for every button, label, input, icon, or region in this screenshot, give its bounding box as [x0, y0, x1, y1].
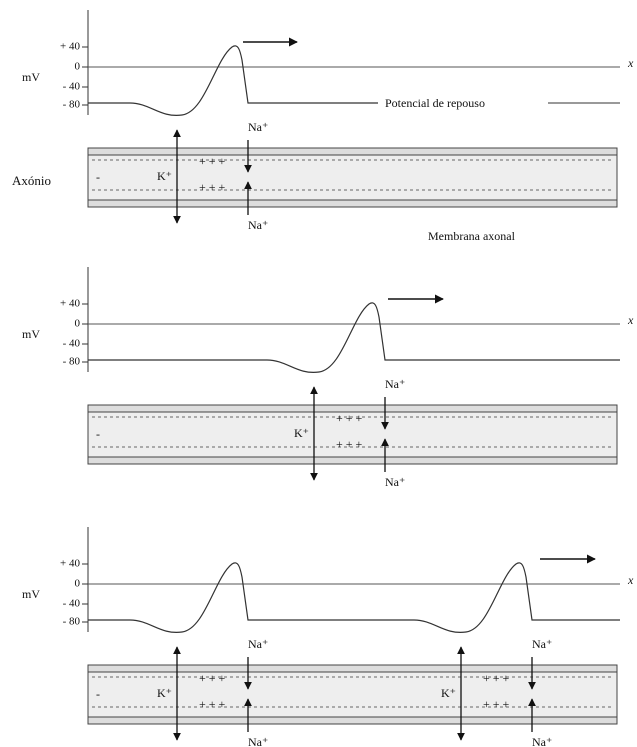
tick-label: 0 [75, 578, 81, 590]
membrane-bottom [87, 199, 618, 208]
charges: + + + [483, 697, 510, 711]
tick-label: + 40 [60, 558, 80, 570]
charges: + + + [199, 154, 226, 168]
membrane-top [87, 404, 618, 413]
membrane-top [87, 147, 618, 156]
tick-label: + 40 [60, 298, 80, 310]
na-label: Na⁺ [385, 377, 405, 391]
y-label: mV [22, 327, 40, 341]
axon [87, 404, 618, 465]
y-label: mV [22, 587, 40, 601]
na-label: Na⁺ [248, 735, 268, 747]
x-label: x [627, 573, 634, 587]
charges: + + + [199, 180, 226, 194]
charges: + + + [483, 671, 510, 685]
minus: - [96, 427, 100, 441]
k-label: K⁺ [294, 426, 309, 440]
tick-label: - 40 [63, 338, 81, 350]
axon-label: Axónio [12, 173, 51, 188]
charges: + + + [199, 671, 226, 685]
x-label: x [627, 313, 634, 327]
resting-label: Potencial de repouso [385, 96, 485, 110]
na-label: Na⁺ [248, 218, 268, 232]
tick-label: + 40 [60, 41, 80, 53]
y-label: mV [22, 70, 40, 84]
tick-label: - 40 [63, 81, 81, 93]
tick-label: 0 [75, 318, 81, 330]
tick-label: - 40 [63, 598, 81, 610]
k-label: K⁺ [441, 686, 456, 700]
membrane-bottom [87, 456, 618, 465]
k-label: K⁺ [157, 686, 172, 700]
tick-label: - 80 [63, 616, 81, 628]
na-label: Na⁺ [385, 475, 405, 489]
axon [87, 147, 618, 208]
na-label: Na⁺ [532, 735, 552, 747]
na-label: Na⁺ [248, 637, 268, 651]
minus: - [96, 170, 100, 184]
action-potential [88, 562, 620, 633]
charges: + + + [199, 697, 226, 711]
axon [87, 664, 618, 725]
tick-label: - 80 [63, 356, 81, 368]
na-label: Na⁺ [248, 120, 268, 134]
membrane-top [87, 664, 618, 673]
k-label: K⁺ [157, 169, 172, 183]
charges: + + + [336, 437, 363, 451]
membrane-bottom [87, 716, 618, 725]
tick-label: 0 [75, 61, 81, 73]
tick-label: - 80 [63, 99, 81, 111]
action-potential [88, 45, 378, 116]
minus: - [96, 687, 100, 701]
x-label: x [627, 56, 634, 70]
charges: + + + [336, 411, 363, 425]
action-potential [88, 302, 620, 373]
na-label: Na⁺ [532, 637, 552, 651]
membrane-label: Membrana axonal [428, 229, 516, 243]
